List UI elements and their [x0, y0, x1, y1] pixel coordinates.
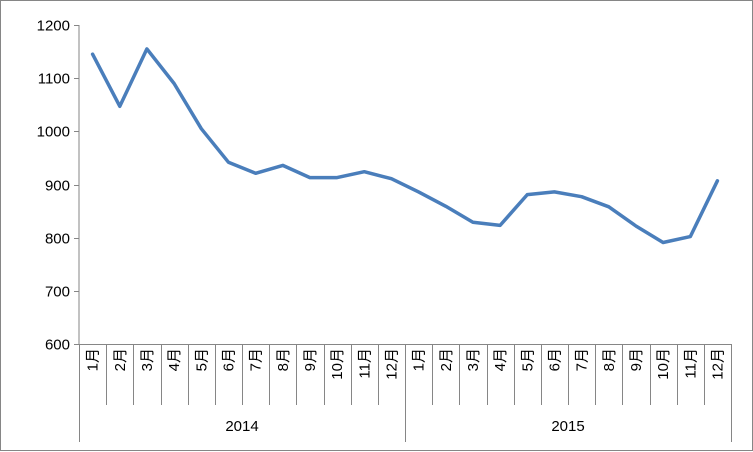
x-tick-label: 6月 [546, 348, 563, 371]
y-tick-label: 700 [45, 284, 70, 301]
x-tick-label: 5月 [193, 348, 210, 371]
x-axis: 1月 2月 3月 4月 5月 6月 7月 8月 9月 10月 11月 12月 1月 2月 3月 4月 5月 6月 7… [79, 344, 732, 442]
x-group-label: 2015 [551, 418, 584, 435]
y-tick-label: 1000 [37, 124, 70, 141]
y-tick-label: 600 [45, 337, 70, 354]
x-tick-label: 10月 [655, 348, 672, 380]
x-tick-label: 3月 [465, 348, 482, 371]
x-tick-label: 7月 [574, 348, 591, 371]
x-tick-label: 8月 [601, 348, 618, 371]
x-tick-label: 7月 [248, 348, 265, 371]
x-tick-label: 11月 [356, 348, 373, 379]
x-tick-label: 3月 [139, 348, 156, 371]
x-tick-label: 4月 [166, 348, 183, 371]
x-tick-label: 2月 [438, 348, 455, 371]
x-tick-label: 6月 [220, 348, 237, 371]
y-tick-label: 1200 [37, 18, 70, 35]
x-tick-label: 12月 [709, 348, 726, 380]
y-tick-label: 900 [45, 178, 70, 195]
x-tick-label: 10月 [329, 348, 346, 380]
x-tick-label: 1月 [85, 348, 102, 371]
x-group-label: 2014 [225, 418, 258, 435]
x-tick-label: 5月 [519, 348, 536, 371]
x-tick-label: 8月 [275, 348, 292, 371]
x-tick-label: 11月 [682, 348, 699, 379]
x-tick-label: 1月 [411, 348, 428, 371]
x-tick-label: 12月 [383, 348, 400, 380]
y-axis: 600 700 800 900 1000 1100 1200 [37, 18, 79, 354]
x-tick-label: 9月 [628, 348, 645, 371]
x-tick-label: 9月 [302, 348, 319, 371]
y-tick-label: 800 [45, 231, 70, 248]
y-tick-label: 1100 [38, 71, 70, 88]
series-line [93, 49, 718, 243]
series-group [93, 49, 718, 243]
x-tick-label: 2月 [112, 348, 129, 371]
x-tick-label: 4月 [492, 348, 509, 371]
